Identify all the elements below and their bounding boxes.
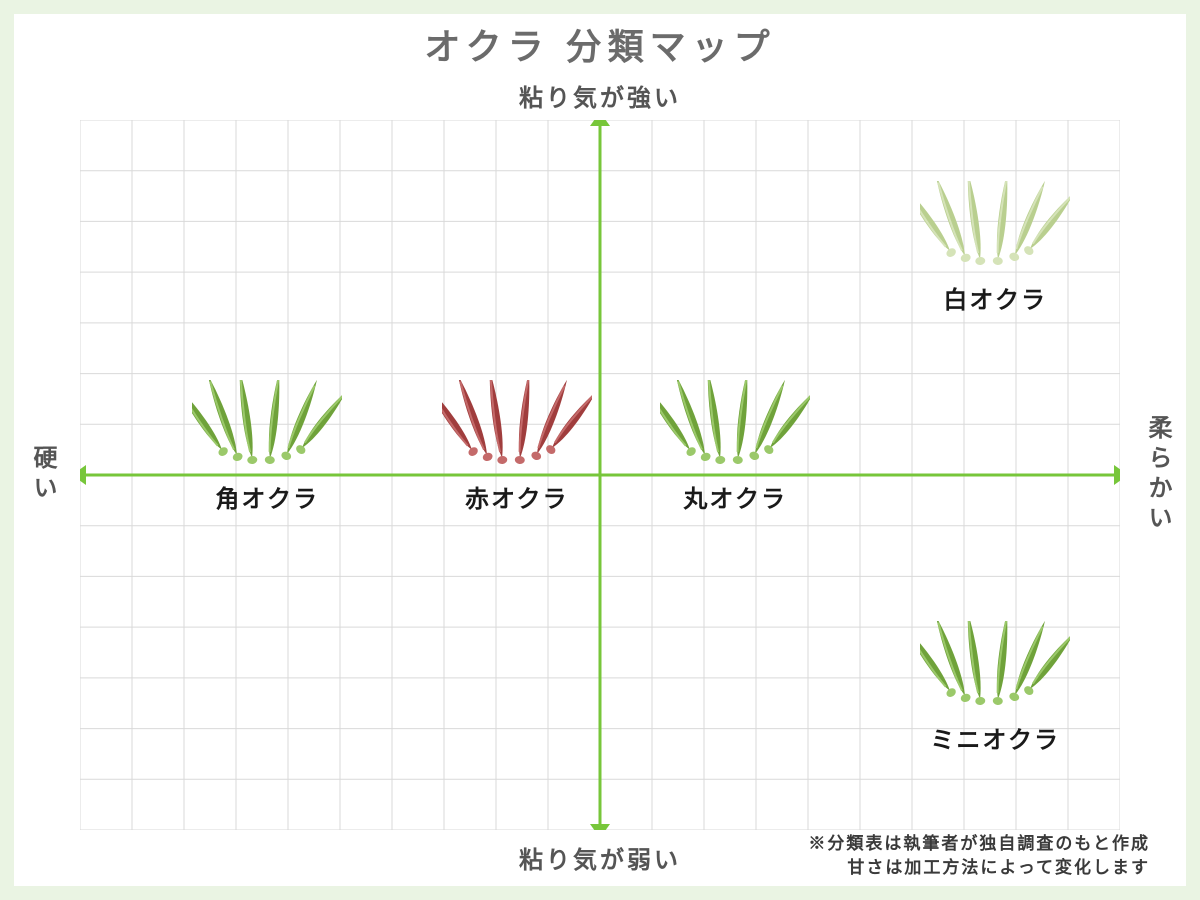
okra-icon (920, 621, 1070, 716)
item-aka: 赤オクラ (427, 380, 607, 514)
okra-icon (442, 380, 592, 475)
okra-icon (920, 181, 1070, 276)
axis-label-bottom: 粘り気が弱い (519, 840, 681, 875)
footnote-line2: 甘さは加工方法によって変化します (808, 856, 1150, 880)
item-label: 赤オクラ (427, 479, 607, 514)
item-label: 角オクラ (177, 479, 357, 514)
footnote-line1: ※分類表は執筆者が独自調査のもと作成 (808, 832, 1150, 856)
item-label: ミニオクラ (905, 720, 1085, 755)
item-kaku: 角オクラ (177, 380, 357, 514)
item-maru: 丸オクラ (645, 380, 825, 514)
axis-label-right: 柔らかい (1140, 415, 1175, 535)
okra-icon (660, 380, 810, 475)
item-shiro: 白オクラ (905, 181, 1085, 315)
page-title: オクラ 分類マップ (0, 18, 1200, 70)
okra-icon (192, 380, 342, 475)
footnote: ※分類表は執筆者が独自調査のもと作成 甘さは加工方法によって変化します (808, 832, 1150, 880)
axis-label-top: 粘り気が強い (519, 78, 681, 113)
item-label: 丸オクラ (645, 479, 825, 514)
axis-label-left: 硬い (25, 445, 60, 505)
item-mini: ミニオクラ (905, 621, 1085, 755)
item-label: 白オクラ (905, 280, 1085, 315)
